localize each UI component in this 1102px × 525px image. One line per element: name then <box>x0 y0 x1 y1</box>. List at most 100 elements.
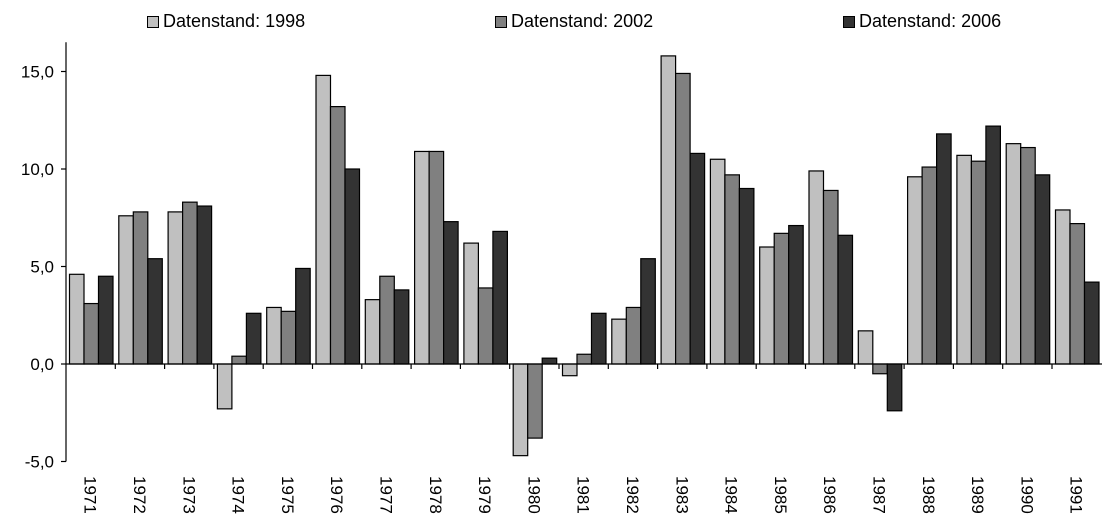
x-tick-label: 1990 <box>1017 476 1036 514</box>
x-tick-label: 1983 <box>672 476 691 514</box>
bar-1987-series-3 <box>886 363 903 412</box>
x-tick-label: 1991 <box>1067 476 1086 514</box>
bar-1971-series-3 <box>97 275 114 365</box>
y-tick-label: 15,0 <box>21 63 54 82</box>
x-tick-label: 1977 <box>376 476 395 514</box>
legend-item-2: Datenstand: 2002 <box>495 11 653 32</box>
bar-1991-series-1 <box>1054 209 1071 365</box>
x-tick-label: 1976 <box>327 476 346 514</box>
bar-1986-series-1 <box>808 170 825 365</box>
bar-1974-series-2 <box>231 355 247 365</box>
legend-label: Datenstand: 2006 <box>859 11 1002 31</box>
bar-1977-series-3 <box>393 289 410 365</box>
x-tick-label: 1973 <box>179 476 198 514</box>
x-tick-label: 1986 <box>820 476 839 514</box>
x-tick-label: 1978 <box>426 476 445 514</box>
bar-1991-series-3 <box>1083 281 1100 365</box>
legend-item-1: Datenstand: 1998 <box>147 11 305 32</box>
bar-1976-series-1 <box>315 74 332 365</box>
bar-1984-series-1 <box>709 158 726 365</box>
bar-1984-series-3 <box>738 187 755 365</box>
bar-1986-series-3 <box>837 234 854 365</box>
bar-1990-series-2 <box>1020 146 1036 365</box>
bar-1979-series-3 <box>492 230 508 365</box>
bar-1991-series-2 <box>1069 223 1086 365</box>
bar-1982-series-1 <box>611 318 627 365</box>
bar-1971-series-2 <box>83 302 100 365</box>
bar-1981-series-2 <box>576 353 593 365</box>
bar-1975-series-1 <box>266 306 282 365</box>
bar-1973-series-3 <box>196 205 213 365</box>
bar-1986-series-2 <box>822 189 839 365</box>
x-tick-label: 1987 <box>869 476 888 514</box>
y-tick-label: 0,0 <box>30 355 54 374</box>
bar-1979-series-1 <box>463 242 479 365</box>
x-tick-label: 1974 <box>229 476 248 514</box>
bar-1975-series-2 <box>280 310 297 365</box>
legend-swatch <box>495 15 507 28</box>
x-tick-label: 1972 <box>130 476 149 514</box>
legend-label: Datenstand: 2002 <box>511 11 654 31</box>
bar-1985-series-2 <box>773 232 790 365</box>
bar-1972-series-2 <box>132 211 149 365</box>
bar-1971-series-1 <box>68 273 85 365</box>
bar-1983-series-3 <box>689 152 706 365</box>
bar-1990-series-3 <box>1034 174 1051 365</box>
y-tick-label: 10,0 <box>21 160 54 179</box>
bar-1980-series-1 <box>512 363 529 457</box>
bar-1985-series-1 <box>759 246 775 365</box>
bar-1988-series-2 <box>921 166 938 365</box>
bar-1972-series-1 <box>118 215 134 365</box>
bar-1985-series-3 <box>788 224 804 365</box>
bar-1974-series-1 <box>216 363 233 410</box>
bar-1972-series-3 <box>147 258 163 365</box>
bar-1977-series-2 <box>379 275 395 365</box>
y-tick-label: -5,0 <box>25 453 54 472</box>
bar-1989-series-1 <box>956 154 973 365</box>
x-tick-label: 1981 <box>574 476 593 514</box>
bar-1973-series-2 <box>182 201 198 365</box>
bar-1989-series-2 <box>970 160 987 365</box>
bar-1988-series-1 <box>906 176 923 365</box>
bar-1977-series-1 <box>364 299 381 365</box>
bar-1990-series-1 <box>1005 143 1022 365</box>
bar-1984-series-2 <box>724 174 741 365</box>
legend-swatch <box>843 15 855 28</box>
bar-1978-series-1 <box>414 150 430 365</box>
bar-1988-series-3 <box>935 133 952 365</box>
bar-1980-series-3 <box>541 357 558 365</box>
x-tick-label: 1988 <box>919 476 938 514</box>
legend-label: Datenstand: 1998 <box>163 11 306 31</box>
bar-1981-series-3 <box>590 312 607 365</box>
x-tick-label: 1979 <box>475 476 494 514</box>
bar-1976-series-2 <box>329 105 346 365</box>
bar-1982-series-3 <box>640 258 656 365</box>
bar-1987-series-1 <box>857 330 874 365</box>
bar-1976-series-3 <box>344 168 361 365</box>
x-tick-label: 1971 <box>81 476 100 514</box>
x-tick-label: 1985 <box>771 476 790 514</box>
bar-1973-series-1 <box>167 211 184 365</box>
bar-1978-series-3 <box>443 221 459 365</box>
x-tick-label: 1984 <box>722 476 741 514</box>
bar-1981-series-1 <box>561 363 578 377</box>
bar-1978-series-2 <box>428 150 445 365</box>
bar-1983-series-1 <box>660 55 677 365</box>
bar-1975-series-3 <box>295 267 311 365</box>
bar-1987-series-2 <box>872 363 888 375</box>
bar-1989-series-3 <box>985 125 1002 365</box>
bar-1982-series-2 <box>625 306 642 365</box>
legend: Datenstand: 1998 Datenstand: 2002 Datensta… <box>0 11 1102 35</box>
legend-item-3: Datenstand: 2006 <box>843 11 1001 32</box>
x-tick-label: 1975 <box>278 476 297 514</box>
bar-1974-series-3 <box>245 312 262 365</box>
bar-1980-series-2 <box>527 363 543 439</box>
x-tick-label: 1982 <box>623 476 642 514</box>
legend-swatch <box>147 15 159 28</box>
x-tick-label: 1989 <box>968 476 987 514</box>
y-tick-label: 5,0 <box>30 258 54 277</box>
bar-1983-series-2 <box>674 72 691 365</box>
x-tick-label: 1980 <box>524 476 543 514</box>
